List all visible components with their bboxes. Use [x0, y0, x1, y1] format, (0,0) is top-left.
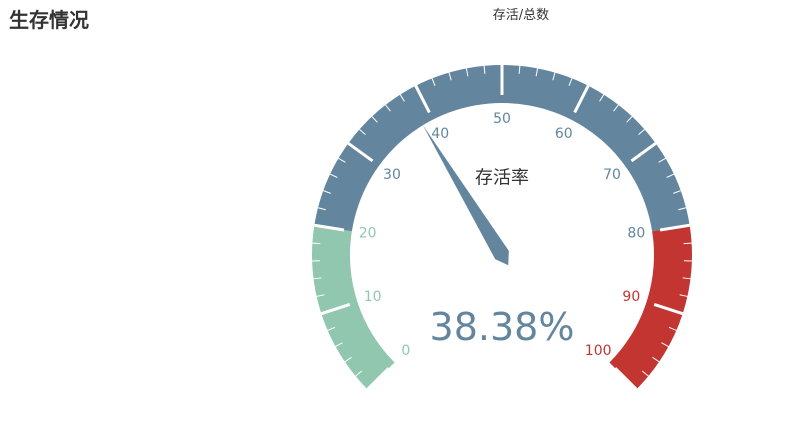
gauge-minor-tick: [483, 65, 486, 74]
gauge-minor-tick: [638, 128, 645, 136]
gauge-minor-tick: [313, 277, 322, 280]
gauge-split-line: [414, 85, 431, 114]
gauge-tick-label: 60: [555, 126, 573, 142]
gauge-minor-tick: [399, 94, 405, 102]
gauge-split-line: [573, 85, 590, 114]
gauge-pointer: [422, 125, 509, 266]
gauge-split-line: [659, 223, 690, 232]
gauge-tick-label: 10: [364, 289, 382, 305]
gauge-tick-label: 70: [603, 167, 621, 183]
gauge-minor-tick: [666, 173, 675, 178]
gauge-minor-tick: [673, 190, 681, 194]
gauge-minor-tick: [323, 190, 331, 194]
gauge-minor-tick: [359, 128, 366, 136]
gauge-tick-label: 40: [431, 126, 449, 142]
gauge-minor-tick: [335, 342, 343, 347]
page-title: 生存情况: [9, 8, 89, 32]
gauge-minor-tick: [316, 294, 325, 297]
gauge-minor-tick: [641, 370, 649, 377]
gauge-split-line: [614, 367, 638, 391]
gauge-minor-tick: [344, 356, 352, 363]
gauge-minor-tick: [652, 356, 660, 363]
legend-item[interactable]: 存活/总数: [492, 8, 550, 23]
gauge-split-line: [314, 223, 345, 232]
gauge-tick-label: 30: [383, 167, 401, 183]
gauge-minor-tick: [355, 370, 363, 377]
gauge-tick-label: 0: [401, 343, 410, 359]
gauge-minor-tick: [535, 68, 539, 77]
gauge-minor-tick: [338, 157, 346, 163]
gauge-minor-tick: [613, 104, 619, 112]
gauge-value: 38.38%: [430, 305, 575, 349]
gauge-name: 存活率: [475, 168, 529, 189]
gauge-minor-tick: [448, 72, 452, 81]
gauge-minor-tick: [431, 78, 436, 86]
gauge-minor-tick: [317, 207, 326, 211]
gauge-band-0: [312, 225, 395, 390]
gauge-split-line: [630, 142, 657, 163]
gauge-minor-tick: [465, 68, 469, 77]
gauge-split-line: [347, 142, 374, 163]
gauge-minor-tick: [518, 65, 521, 74]
gauge-tick-label: 90: [622, 289, 640, 305]
gauge-minor-tick: [329, 173, 338, 178]
gauge-minor-tick: [385, 104, 391, 112]
gauge-minor-tick: [568, 78, 573, 86]
gauge-split-line: [653, 303, 684, 316]
gauge-split-line: [320, 303, 351, 316]
gauge-minor-tick: [661, 342, 669, 347]
gauge-split-line: [366, 367, 390, 391]
gauge-minor-tick: [552, 72, 556, 81]
gauge-tick-label: 20: [359, 226, 377, 242]
gauge-minor-tick: [599, 94, 605, 102]
gauge-minor-tick: [371, 116, 378, 123]
gauge-minor-tick: [668, 326, 677, 331]
gauge-band-1: [314, 64, 690, 232]
gauge-minor-tick: [678, 207, 687, 211]
gauge-minor-tick: [626, 116, 633, 123]
gauge-minor-tick: [682, 277, 691, 280]
gauge-band-2: [609, 225, 692, 390]
gauge-tick-label: 50: [493, 111, 511, 127]
gauge-minor-tick: [683, 242, 692, 245]
gauge-tick-label: 80: [627, 226, 645, 242]
gauge-tick-label: 100: [585, 343, 612, 359]
gauge-minor-tick: [679, 294, 688, 297]
gauge-minor-tick: [312, 242, 321, 245]
gauge-minor-tick: [327, 326, 336, 331]
gauge-minor-tick: [658, 157, 666, 163]
